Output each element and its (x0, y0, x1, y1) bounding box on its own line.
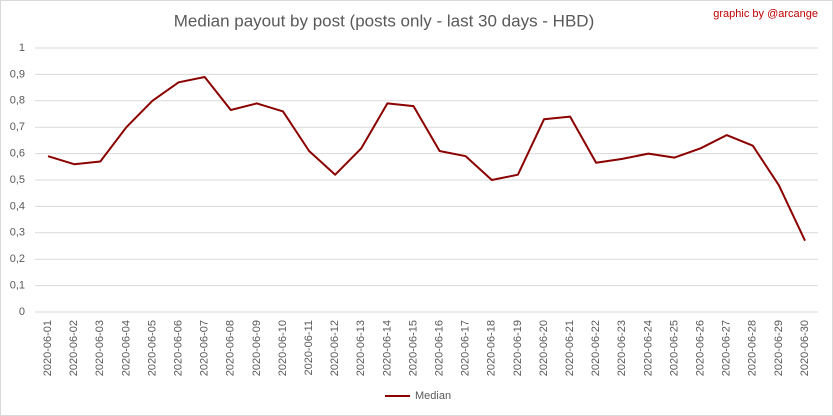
y-tick-label: 0,4 (10, 200, 25, 212)
chart-title: Median payout by post (posts only - last… (174, 11, 594, 30)
x-tick-label: 2020-06-20 (538, 320, 550, 376)
x-tick-label: 2020-06-16 (433, 320, 445, 376)
y-tick-label: 0,2 (10, 253, 25, 265)
y-tick-label: 1 (19, 42, 25, 54)
y-tick-label: 0,7 (10, 121, 25, 133)
x-tick-label: 2020-06-17 (460, 320, 472, 376)
y-tick-label: 0,1 (10, 280, 25, 292)
x-tick-label: 2020-06-06 (172, 320, 184, 376)
x-tick-label: 2020-06-05 (146, 320, 158, 376)
x-tick-label: 2020-06-04 (120, 320, 132, 376)
x-tick-label: 2020-06-10 (277, 320, 289, 376)
x-tick-label: 2020-06-26 (694, 320, 706, 376)
data-line (47, 76, 806, 242)
x-tick-label: 2020-06-08 (225, 320, 237, 376)
x-tick-label: 2020-06-03 (94, 320, 106, 376)
x-tick-label: 2020-06-22 (590, 320, 602, 376)
y-tick-label: 0 (19, 306, 25, 318)
x-tick-label: 2020-06-19 (512, 320, 524, 376)
x-tick-label: 2020-06-11 (303, 320, 315, 375)
x-tick-label: 2020-06-14 (381, 320, 393, 376)
x-tick-label: 2020-06-23 (616, 320, 628, 376)
x-tick-label: 2020-06-28 (747, 320, 759, 376)
legend-label: Median (415, 390, 451, 402)
x-tick-label: 2020-06-21 (564, 320, 576, 376)
y-tick-label: 0,3 (10, 227, 25, 239)
x-tick-label: 2020-06-30 (799, 320, 811, 376)
x-tick-label: 2020-06-12 (329, 320, 341, 376)
x-tick-label: 2020-06-25 (668, 320, 680, 376)
x-tick-label: 2020-06-29 (773, 320, 785, 376)
x-tick-label: 2020-06-13 (355, 320, 367, 376)
y-tick-label: 0,8 (10, 95, 25, 107)
x-tick-label: 2020-06-18 (486, 320, 498, 376)
x-tick-label: 2020-06-07 (199, 320, 211, 376)
x-tick-label: 2020-06-02 (68, 320, 80, 376)
x-tick-label: 2020-06-09 (251, 320, 263, 376)
y-tick-label: 0,6 (10, 148, 25, 160)
annotation: graphic by @arcange (713, 8, 818, 20)
x-tick-label: 2020-06-01 (42, 320, 54, 376)
x-tick-label: 2020-06-24 (642, 320, 654, 376)
y-tick-label: 0,9 (10, 68, 25, 80)
y-tick-label: 0,5 (10, 174, 25, 186)
x-tick-label: 2020-06-15 (407, 320, 419, 376)
x-tick-label: 2020-06-27 (721, 320, 733, 376)
